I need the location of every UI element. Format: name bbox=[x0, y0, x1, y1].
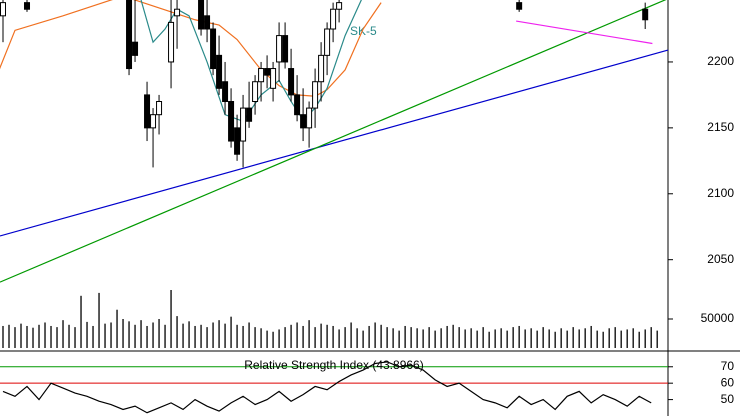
candle-body bbox=[294, 94, 301, 116]
candle-body bbox=[276, 35, 283, 63]
candle-body bbox=[288, 68, 295, 96]
rsi-line bbox=[2, 361, 652, 414]
candle-body bbox=[258, 68, 265, 83]
candle-body bbox=[234, 127, 241, 155]
candle-body bbox=[252, 81, 259, 102]
candle-body bbox=[246, 107, 253, 122]
candle-body bbox=[198, 0, 205, 30]
candle-body bbox=[24, 2, 31, 10]
trend-line bbox=[0, 49, 669, 237]
candle-body bbox=[174, 8, 181, 17]
y-tick-label: 2050 bbox=[707, 252, 734, 266]
candle-body bbox=[270, 68, 277, 89]
candle-body bbox=[156, 101, 163, 116]
candle-body bbox=[264, 68, 271, 76]
y-tick-label: 2150 bbox=[707, 120, 734, 134]
trend-line bbox=[0, 0, 667, 283]
candle-body bbox=[222, 81, 229, 102]
y-tick-label: 50 bbox=[721, 392, 735, 406]
candle-body bbox=[300, 114, 307, 129]
candle-body bbox=[330, 8, 337, 30]
candle-body bbox=[204, 15, 211, 30]
y-tick-label: 2200 bbox=[707, 54, 734, 68]
y-tick-label: 70 bbox=[721, 359, 735, 373]
candle-body bbox=[168, 21, 175, 63]
candle-body bbox=[150, 114, 157, 129]
rsi-title: Relative Strength Index (43.8966) bbox=[244, 358, 423, 372]
candle-body bbox=[642, 8, 649, 21]
candle-body bbox=[516, 2, 523, 10]
y-tick-label: 2100 bbox=[707, 186, 734, 200]
candle-body bbox=[312, 81, 319, 109]
candle-body bbox=[210, 28, 217, 70]
candle-body bbox=[336, 2, 343, 10]
y-tick-label: 60 bbox=[721, 375, 735, 389]
candle-body bbox=[144, 94, 151, 129]
candle-body bbox=[0, 2, 7, 17]
trend-line bbox=[516, 20, 653, 45]
candle-body bbox=[228, 101, 235, 142]
candle-body bbox=[318, 54, 325, 83]
y-tick-label: 2250 bbox=[707, 0, 734, 2]
candle-body bbox=[306, 107, 313, 129]
candle-body bbox=[216, 54, 223, 89]
candle-body bbox=[132, 41, 139, 56]
candle-body bbox=[240, 107, 247, 142]
candle-body bbox=[282, 35, 289, 63]
y-tick-label: 50000 bbox=[701, 311, 735, 325]
candle-body bbox=[324, 28, 331, 56]
annotation: SK-5 bbox=[350, 24, 377, 38]
candle-body bbox=[126, 0, 133, 70]
